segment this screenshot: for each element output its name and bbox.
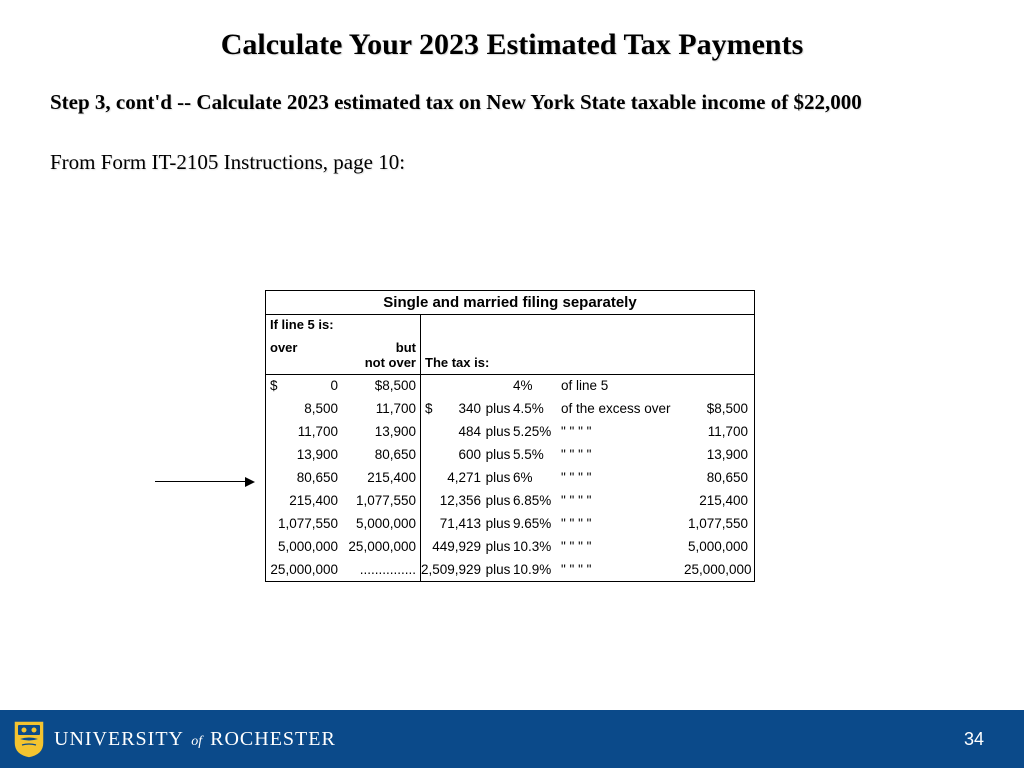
step-description: Step 3, cont'd -- Calculate 2023 estimat… [0, 62, 1024, 116]
table-row: 1,077,5505,000,00071,413plus9.65%" " " "… [266, 513, 754, 536]
table-row: 11,70013,900484plus5.25%" " " "11,700 [266, 421, 754, 444]
pointer-arrow [155, 481, 255, 483]
table-row: 80,650215,4004,271plus6%" " " "80,650 [266, 467, 754, 490]
table-row: 215,4001,077,55012,356plus6.85%" " " "21… [266, 490, 754, 513]
slide-footer: UNIVERSITY of ROCHESTER 34 [0, 710, 1024, 768]
table-row: 0$8,5004%of line 5 [266, 375, 754, 398]
hdr-over: over [270, 340, 297, 370]
university-name: UNIVERSITY of ROCHESTER [54, 728, 336, 751]
hdr-if-line5: If line 5 is: [270, 317, 416, 332]
table-header-row: If line 5 is: over but not over The tax … [266, 315, 754, 375]
table-title: Single and married filing separately [266, 291, 754, 315]
page-number: 34 [964, 729, 984, 750]
table-row: 5,000,00025,000,000449,929plus10.3%" " "… [266, 536, 754, 559]
shield-icon [12, 719, 46, 759]
hdr-but: but [396, 340, 416, 355]
table-row: 13,90080,650600plus5.5%" " " "13,900 [266, 444, 754, 467]
source-reference: From Form IT-2105 Instructions, page 10: [0, 116, 1024, 175]
hdr-tax-is: The tax is: [425, 355, 489, 370]
tax-bracket-table: Single and married filing separately If … [265, 290, 755, 582]
university-logo: UNIVERSITY of ROCHESTER [12, 719, 336, 759]
table-row: 25,000,000...............2,509,929plus10… [266, 559, 754, 582]
hdr-not-over: not over [365, 355, 416, 370]
table-row: 8,50011,700$340plus4.5%of the excess ove… [266, 398, 754, 421]
slide-title: Calculate Your 2023 Estimated Tax Paymen… [0, 0, 1024, 62]
